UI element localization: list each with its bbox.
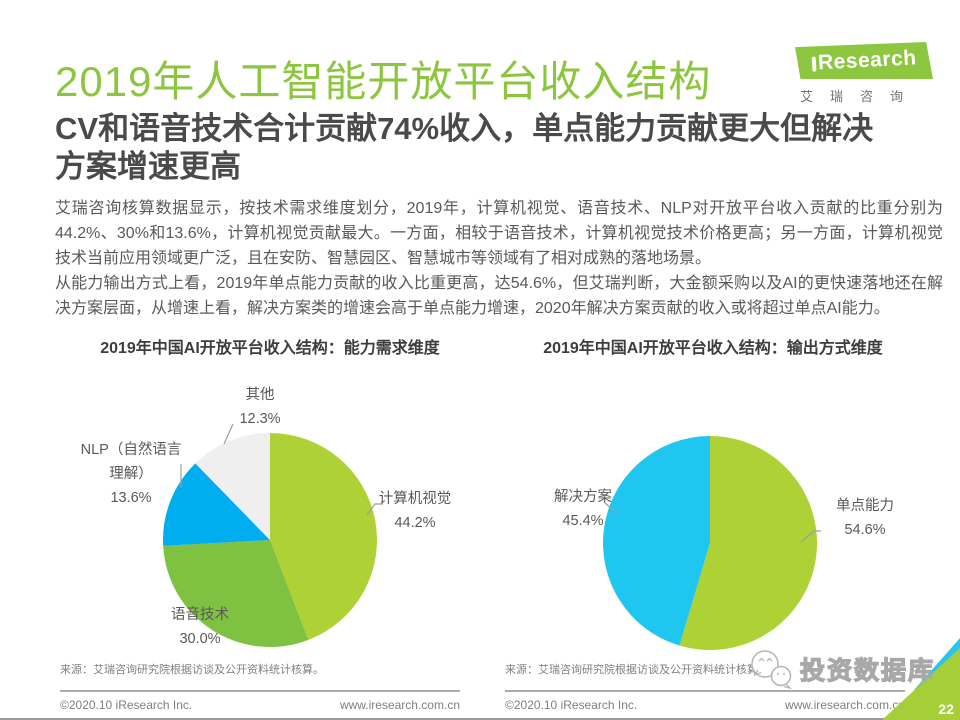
chart-title-output: 2019年中国AI开放平台收入结构：输出方式维度 <box>543 340 883 357</box>
footer-divider-left <box>60 690 460 692</box>
pie-slice-3 <box>195 433 270 540</box>
pie-label-other: 其他 12.3% <box>215 383 305 431</box>
paragraph-demand-dimension: 艾瑞咨询核算数据显示，按技术需求维度划分，2019年，计算机视觉、语音技术、NL… <box>55 200 943 267</box>
pie-label-cv-value: 44.2% <box>394 515 436 531</box>
source-note-right: 来源：艾瑞咨询研究院根据访谈及公开资料统计核算。 <box>505 664 769 676</box>
leader-line-cv <box>366 503 383 516</box>
page-subtitle-line-1: CV和语音技术合计贡献74%收入，单点能力贡献更大但解决 <box>55 111 874 146</box>
pie-label-nlp-value: 13.6% <box>110 490 152 506</box>
pie-label-cv: 计算机视觉 44.2% <box>360 487 470 535</box>
pie-label-cv-name: 计算机视觉 <box>378 491 452 507</box>
logo-i-dot-icon <box>803 42 811 45</box>
pie-label-solution: 解决方案 45.4% <box>528 485 638 533</box>
pie-label-speech-value: 30.0% <box>179 631 221 647</box>
footer-divider-right <box>505 690 905 692</box>
pie-chart-demand <box>162 423 383 648</box>
chart-output-dimension: 2019年中国AI开放平台收入结构：输出方式维度 解决方案 45.4% 单点能力… <box>498 338 928 672</box>
iresearch-logo: Research 艾瑞咨询 <box>795 42 937 105</box>
page-number: 22 <box>938 701 954 717</box>
footer-right: ©2020.10 iResearch Inc. www.iresearch.co… <box>505 698 905 712</box>
pie-label-nlp: NLP（自然语言 理解） 13.6% <box>70 438 192 510</box>
pie-slice-1 <box>163 540 309 648</box>
leader-line-solution <box>603 501 617 514</box>
pie-label-single-value: 54.6% <box>844 522 886 538</box>
pie-slices-group <box>162 433 378 648</box>
analysis-text: 艾瑞咨询核算数据显示，按技术需求维度划分，2019年，计算机视觉、语音技术、NL… <box>55 196 943 321</box>
logo-i-stem <box>811 55 817 71</box>
leader-line-single <box>800 530 821 543</box>
copyright-right: ©2020.10 iResearch Inc. <box>505 698 638 712</box>
pie-label-nlp-line1: NLP（自然语言 <box>80 442 182 458</box>
source-note-left: 来源：艾瑞咨询研究院根据访谈及公开资料统计核算。 <box>60 664 324 676</box>
pie-label-solution-value: 45.4% <box>562 513 604 529</box>
pie-label-other-value: 12.3% <box>239 411 281 427</box>
logo-brand-text: Research <box>817 45 917 74</box>
pie-label-speech-name: 语音技术 <box>171 607 229 623</box>
logo-caption: 艾瑞咨询 <box>800 89 921 104</box>
pie-slice-1 <box>603 436 710 646</box>
chart-title-demand: 2019年中国AI开放平台收入结构：能力需求维度 <box>100 340 440 357</box>
leader-line-other <box>223 423 234 445</box>
paragraph-output-dimension: 从能力输出方式上看，2019年单点能力贡献的收入比重更高，达54.6%，但艾瑞判… <box>55 275 943 317</box>
bottom-border-line <box>0 718 960 720</box>
pie-label-solution-name: 解决方案 <box>554 489 612 505</box>
pie-chart-output <box>603 436 821 650</box>
wechat-icon <box>751 650 793 690</box>
website-left: www.iresearch.com.cn <box>339 698 460 712</box>
copyright-left: ©2020.10 iResearch Inc. <box>60 698 193 712</box>
pie-label-nlp-line2: 理解） <box>109 466 153 482</box>
watermark-label: 投资数据库 <box>799 656 936 685</box>
watermark: 投资数据库 <box>748 648 935 690</box>
website-right: www.iresearch.com.cn <box>784 698 905 712</box>
pie-slices-group <box>603 436 818 650</box>
pie-label-speech: 语音技术 30.0% <box>150 603 250 651</box>
pie-slice-2 <box>162 463 270 546</box>
iresearch-logo-badge: Research <box>795 42 933 79</box>
pie-slice-0 <box>270 433 378 640</box>
pie-output-wrap: 解决方案 45.4% 单点能力 54.6% <box>498 382 928 672</box>
page-title: 2019年人工智能开放平台收入结构 <box>55 58 712 105</box>
page-subtitle-line-2: 方案增速更高 <box>55 149 241 184</box>
chart-demand-dimension: 2019年中国AI开放平台收入结构：能力需求维度 其他 12.3% NLP（自然… <box>55 338 485 672</box>
pie-label-single-name: 单点能力 <box>836 498 894 514</box>
footer-left: ©2020.10 iResearch Inc. www.iresearch.co… <box>60 698 460 712</box>
pie-label-single: 单点能力 54.6% <box>810 494 920 542</box>
pie-label-other-name: 其他 <box>245 387 275 403</box>
pie-demand-wrap: 其他 12.3% NLP（自然语言 理解） 13.6% 计算机视觉 44.2% … <box>55 382 485 672</box>
pie-slice-0 <box>679 436 818 650</box>
